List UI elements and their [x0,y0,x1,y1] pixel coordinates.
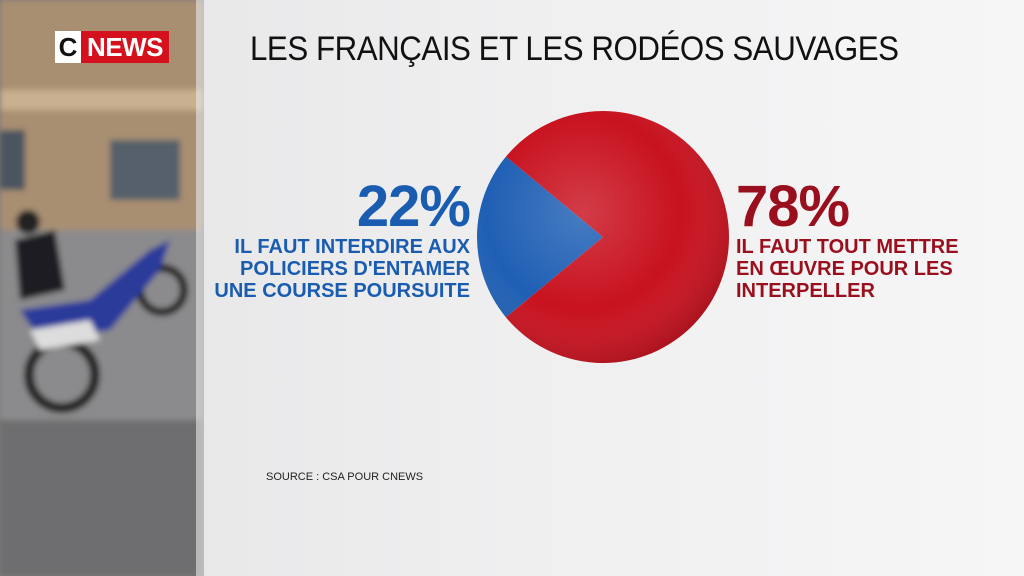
source-note: SOURCE : CSA POUR CNEWS [266,471,424,483]
slice-label: 78% IL FAUT TOUT METTRE EN ŒUVRE POUR LE… [736,174,976,303]
pie-shading [477,111,729,363]
chart-title: LES FRANÇAIS ET LES RODÉOS SAUVAGES [250,30,899,68]
category-label: IL FAUT INTERDIRE AUX POLICIERS D'ENTAME… [214,236,470,302]
value-label: 22% [356,174,471,239]
value-label: 78% [736,174,850,239]
video-inset [0,0,204,576]
logo-c: C [55,31,81,63]
category-label: IL FAUT TOUT METTRE EN ŒUVRE POUR LES IN… [736,236,959,302]
slice-label: 22% IL FAUT INTERDIRE AUX POLICIERS D'EN… [200,174,471,303]
logo-news: NEWS [81,31,169,63]
channel-logo: C NEWS [55,31,169,63]
